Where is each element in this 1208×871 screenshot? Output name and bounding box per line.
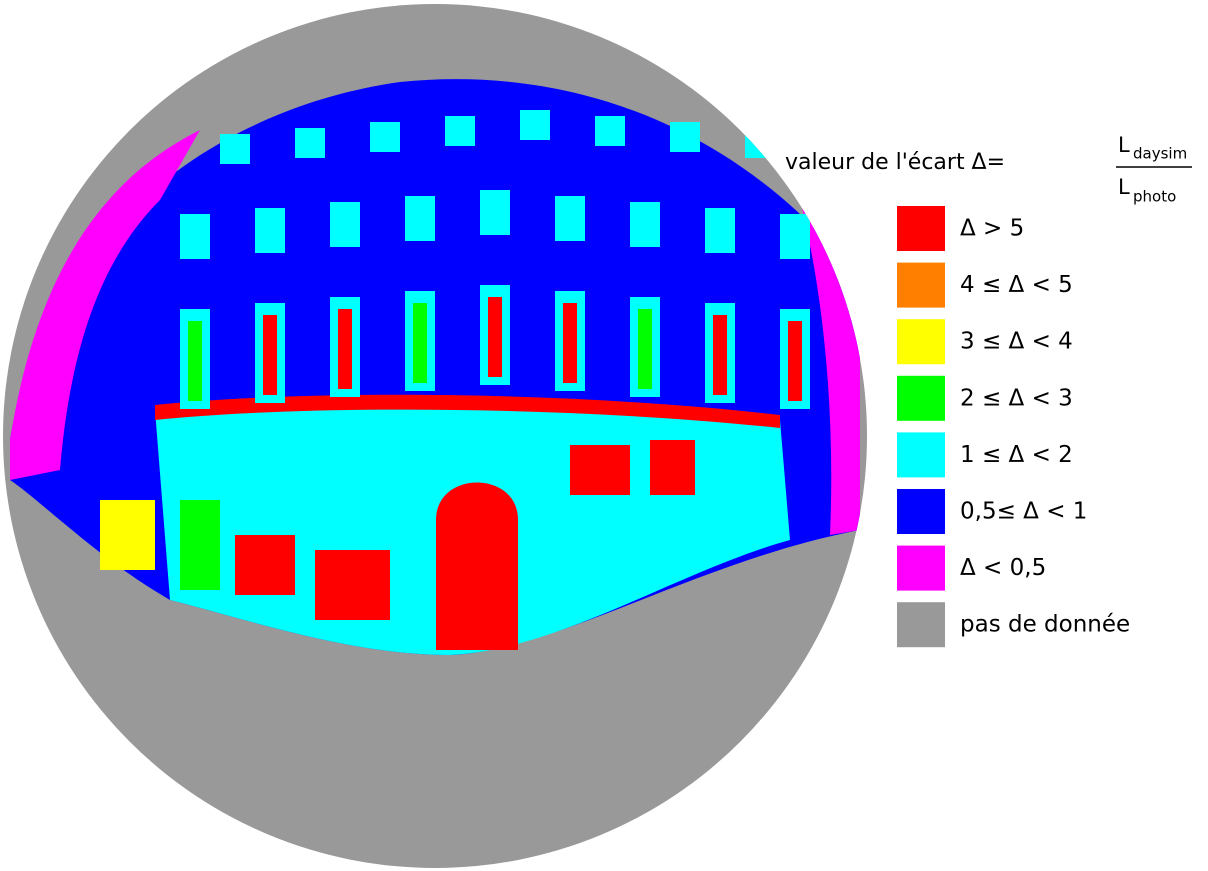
window (330, 202, 360, 247)
window-pane (413, 303, 427, 383)
window-pane (713, 315, 727, 395)
legend-title: valeur de l'écart Δ= (785, 150, 1005, 175)
window (405, 196, 435, 241)
legend-swatch (897, 545, 945, 591)
numerator-subscript: daysim (1133, 145, 1187, 163)
denominator-subscript: photo (1133, 188, 1176, 206)
legend-swatch (897, 602, 945, 648)
window-pane (488, 297, 502, 377)
shop-window (180, 500, 220, 590)
legend-swatch (897, 206, 945, 251)
numerator-symbol: L (1118, 133, 1130, 157)
window-pane (263, 315, 277, 395)
window-pane (638, 309, 652, 389)
fisheye-image (3, 4, 867, 868)
denominator-symbol: L (1118, 175, 1130, 199)
legend-swatch (897, 375, 945, 421)
shop-window (650, 440, 695, 495)
shop-window (235, 535, 295, 595)
cornice (155, 394, 780, 428)
door (436, 482, 518, 650)
legend-swatch (897, 489, 945, 534)
legend-label: 4 ≤ Δ < 5 (960, 272, 1073, 298)
window (295, 128, 325, 158)
left-edge (10, 130, 200, 480)
legend-label: 0,5≤ Δ < 1 (960, 499, 1087, 525)
window (180, 214, 210, 259)
window (480, 190, 510, 235)
window-pane (338, 309, 352, 389)
window (220, 134, 250, 164)
legend-label: pas de donnée (960, 612, 1130, 638)
window (255, 208, 285, 253)
legend-label: Δ < 0,5 (960, 555, 1046, 581)
shop-window (315, 550, 390, 620)
legend-swatch (897, 319, 945, 365)
legend: valeur de l'écart Δ= L daysim L photo Δ … (785, 133, 1192, 648)
shop-window (570, 445, 630, 495)
window (630, 202, 660, 247)
window (745, 128, 775, 158)
legend-label: 2 ≤ Δ < 3 (960, 385, 1073, 411)
window (670, 122, 700, 152)
window (445, 116, 475, 146)
window (370, 122, 400, 152)
window-pane (563, 303, 577, 383)
shop-window (100, 500, 155, 570)
legend-swatch (897, 432, 945, 478)
legend-label: 3 ≤ Δ < 4 (960, 329, 1073, 355)
legend-label: 1 ≤ Δ < 2 (960, 442, 1073, 468)
window-pane (788, 321, 802, 401)
window (555, 196, 585, 241)
window (595, 116, 625, 146)
legend-swatch (897, 262, 945, 308)
window (780, 214, 810, 259)
window-pane (188, 321, 202, 401)
window (705, 208, 735, 253)
window (520, 110, 550, 140)
legend-label: Δ > 5 (960, 216, 1024, 242)
